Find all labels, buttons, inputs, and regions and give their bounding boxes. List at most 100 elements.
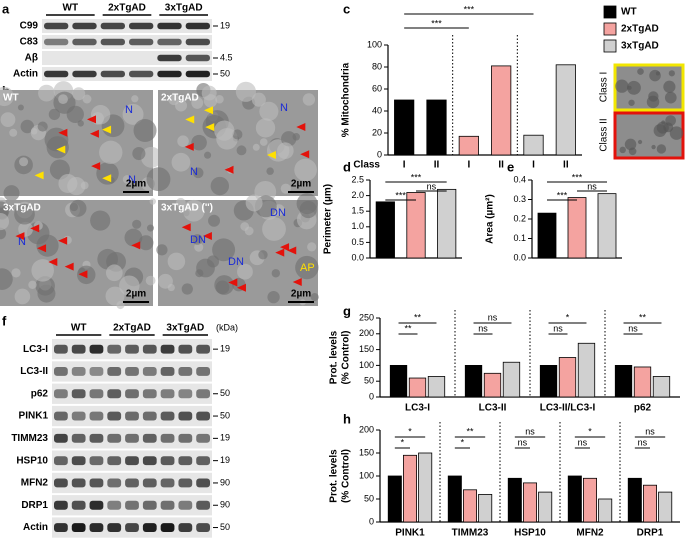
texture [132, 219, 142, 229]
legend-label: 3xTgAD [621, 41, 659, 52]
blot-band [89, 433, 104, 443]
blot-band [160, 456, 175, 466]
y-tick-label: 80 [372, 61, 382, 71]
texture [245, 194, 263, 212]
region-label: DN [270, 207, 286, 219]
blot-band [72, 22, 97, 30]
texture [105, 264, 123, 282]
texture [194, 242, 204, 252]
arrow [64, 262, 74, 271]
y-tick-label: 50 [364, 493, 374, 503]
texture [72, 87, 86, 101]
y-tick-label: 100 [359, 470, 374, 480]
row-label: p62 [31, 388, 49, 399]
significance-label: ns [638, 437, 648, 447]
x-tick-label: HSP10 [514, 528, 546, 539]
blot-band [178, 411, 193, 421]
texture [131, 95, 139, 103]
marker-label: 19 [220, 433, 230, 443]
blot-band [71, 389, 86, 399]
panel-letter: g [343, 303, 351, 318]
texture [656, 121, 669, 134]
bar [577, 342, 596, 398]
blot-band [125, 433, 139, 443]
panel-letter: a [2, 1, 10, 16]
significance-label: ** [405, 323, 413, 333]
texture [649, 69, 661, 82]
texture [82, 94, 92, 104]
blot-band [178, 523, 193, 533]
scale-label: 2µm [291, 289, 311, 300]
blot-band [107, 478, 122, 488]
y-axis-title: % Mitochondria [341, 62, 352, 137]
texture [20, 119, 35, 134]
arrow [56, 145, 66, 154]
marker-label: 19 [220, 20, 230, 30]
blot-band [178, 433, 193, 443]
blot-band [107, 523, 122, 533]
arrow [78, 270, 88, 279]
texture [30, 128, 38, 135]
significance-label: ns [578, 437, 588, 447]
texture [262, 217, 286, 241]
y-tick-label: 100 [359, 360, 374, 370]
blot-band [196, 411, 210, 421]
y-axis-title: Area (µm²) [485, 194, 496, 244]
blot-band [71, 523, 86, 533]
blot-band [107, 344, 122, 354]
lane-label: 3xTgAD [165, 3, 203, 14]
blot-band [125, 500, 139, 510]
blot-band [142, 433, 157, 443]
row-label: HSP10 [16, 455, 48, 466]
blot-band [100, 38, 125, 46]
texture [122, 103, 144, 125]
texture [210, 176, 230, 196]
blot-band [54, 433, 68, 443]
texture [628, 99, 635, 106]
texture [0, 213, 10, 231]
blot-band [142, 411, 157, 421]
bar [523, 134, 544, 156]
arrow [184, 142, 194, 151]
arrow [205, 123, 215, 132]
texture [48, 108, 61, 121]
blot-band [142, 500, 157, 510]
significance-label: * [566, 312, 570, 322]
significance-label: *** [431, 18, 442, 28]
significance-label: ns [488, 312, 498, 322]
significance-label: *** [395, 190, 406, 200]
blot-band [107, 411, 122, 421]
texture [215, 280, 230, 295]
blot-band [107, 366, 122, 376]
texture [191, 134, 207, 151]
region-label: N [128, 174, 136, 186]
texture [648, 91, 659, 102]
texture [310, 293, 319, 302]
blot-band [71, 478, 86, 488]
texture [236, 145, 247, 156]
texture [258, 250, 268, 260]
bar [643, 484, 658, 523]
bar [555, 64, 576, 156]
bar [375, 201, 395, 259]
texture [295, 255, 319, 280]
bar [464, 364, 483, 398]
blot-band [185, 38, 210, 46]
blot-strip [42, 67, 212, 81]
significance-label: * [588, 426, 592, 436]
blot-band [178, 456, 193, 466]
arrow [89, 129, 99, 138]
bar [426, 99, 447, 156]
row-label: LC3-I [23, 344, 48, 355]
texture [175, 99, 187, 112]
significance-label: ns [525, 426, 535, 436]
bar [402, 454, 417, 523]
marker-label: 90 [220, 477, 230, 487]
y-tick-label: 0 [369, 516, 374, 526]
arrow [34, 171, 44, 180]
panel-letter: c [343, 1, 350, 16]
scale-label: 2µm [291, 179, 311, 190]
bar [633, 366, 652, 398]
panel-letter: d [343, 159, 351, 174]
bar [583, 477, 598, 523]
